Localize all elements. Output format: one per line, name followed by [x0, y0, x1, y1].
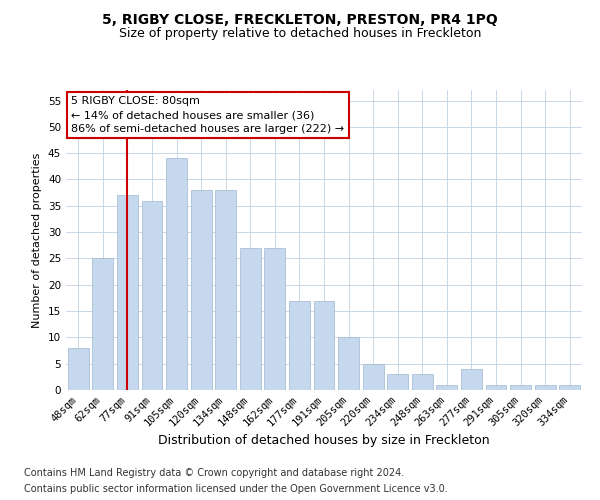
- Bar: [314, 300, 334, 390]
- Y-axis label: Number of detached properties: Number of detached properties: [32, 152, 43, 328]
- Bar: [362, 364, 383, 390]
- Bar: [412, 374, 433, 390]
- Bar: [338, 338, 359, 390]
- X-axis label: Distribution of detached houses by size in Freckleton: Distribution of detached houses by size …: [158, 434, 490, 447]
- Bar: [215, 190, 236, 390]
- Bar: [166, 158, 187, 390]
- Bar: [510, 384, 531, 390]
- Bar: [240, 248, 261, 390]
- Bar: [559, 384, 580, 390]
- Text: Size of property relative to detached houses in Freckleton: Size of property relative to detached ho…: [119, 28, 481, 40]
- Bar: [92, 258, 113, 390]
- Bar: [117, 196, 138, 390]
- Text: 5, RIGBY CLOSE, FRECKLETON, PRESTON, PR4 1PQ: 5, RIGBY CLOSE, FRECKLETON, PRESTON, PR4…: [102, 12, 498, 26]
- Text: 5 RIGBY CLOSE: 80sqm
← 14% of detached houses are smaller (36)
86% of semi-detac: 5 RIGBY CLOSE: 80sqm ← 14% of detached h…: [71, 96, 344, 134]
- Bar: [265, 248, 286, 390]
- Bar: [535, 384, 556, 390]
- Bar: [461, 369, 482, 390]
- Bar: [289, 300, 310, 390]
- Bar: [436, 384, 457, 390]
- Bar: [485, 384, 506, 390]
- Text: Contains HM Land Registry data © Crown copyright and database right 2024.: Contains HM Land Registry data © Crown c…: [24, 468, 404, 477]
- Bar: [191, 190, 212, 390]
- Bar: [68, 348, 89, 390]
- Text: Contains public sector information licensed under the Open Government Licence v3: Contains public sector information licen…: [24, 484, 448, 494]
- Bar: [387, 374, 408, 390]
- Bar: [142, 200, 163, 390]
